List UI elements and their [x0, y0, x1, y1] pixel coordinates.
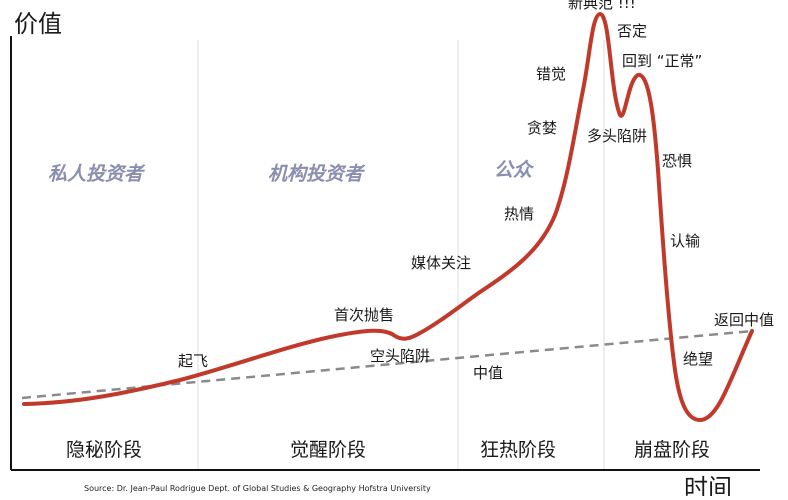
label-mean: 中值	[473, 364, 503, 382]
label-first-sell: 首次抛售	[334, 306, 394, 324]
label-greed: 贪婪	[527, 119, 557, 137]
investor-public: 公众	[494, 159, 535, 181]
phase-mania: 狂热阶段	[480, 439, 556, 461]
label-delusion: 错觉	[536, 65, 566, 83]
label-bear-trap: 空头陷阱	[370, 347, 430, 365]
label-capitulation: 认输	[670, 232, 700, 250]
label-fear: 恐惧	[662, 152, 692, 170]
label-despair: 绝望	[683, 350, 713, 368]
label-takeoff: 起飞	[178, 352, 208, 370]
label-return-mean: 返回中值	[714, 311, 774, 329]
label-media: 媒体关注	[411, 254, 471, 272]
phase-blowoff: 崩盘阶段	[634, 439, 710, 461]
bubble-curve	[22, 11, 754, 423]
x-axis-title: 时间	[684, 474, 732, 496]
label-denial: 否定	[617, 22, 647, 40]
label-bull-trap: 多头陷阱	[587, 127, 647, 145]
label-new-paradigm: 新典范 !!!	[568, 0, 636, 12]
phase-awareness: 觉醒阶段	[290, 439, 366, 461]
investor-private: 私人投资者	[48, 163, 146, 185]
y-axis-title: 价值	[14, 10, 62, 38]
label-enthusiasm: 热情	[504, 205, 534, 223]
investor-institutional: 机构投资者	[268, 163, 366, 185]
label-return-normal: 回到 “正常”	[622, 52, 702, 70]
phase-stealth: 隐秘阶段	[66, 439, 142, 461]
source-credit: Source: Dr. Jean-Paul Rodrigue Dept. of …	[84, 484, 431, 493]
